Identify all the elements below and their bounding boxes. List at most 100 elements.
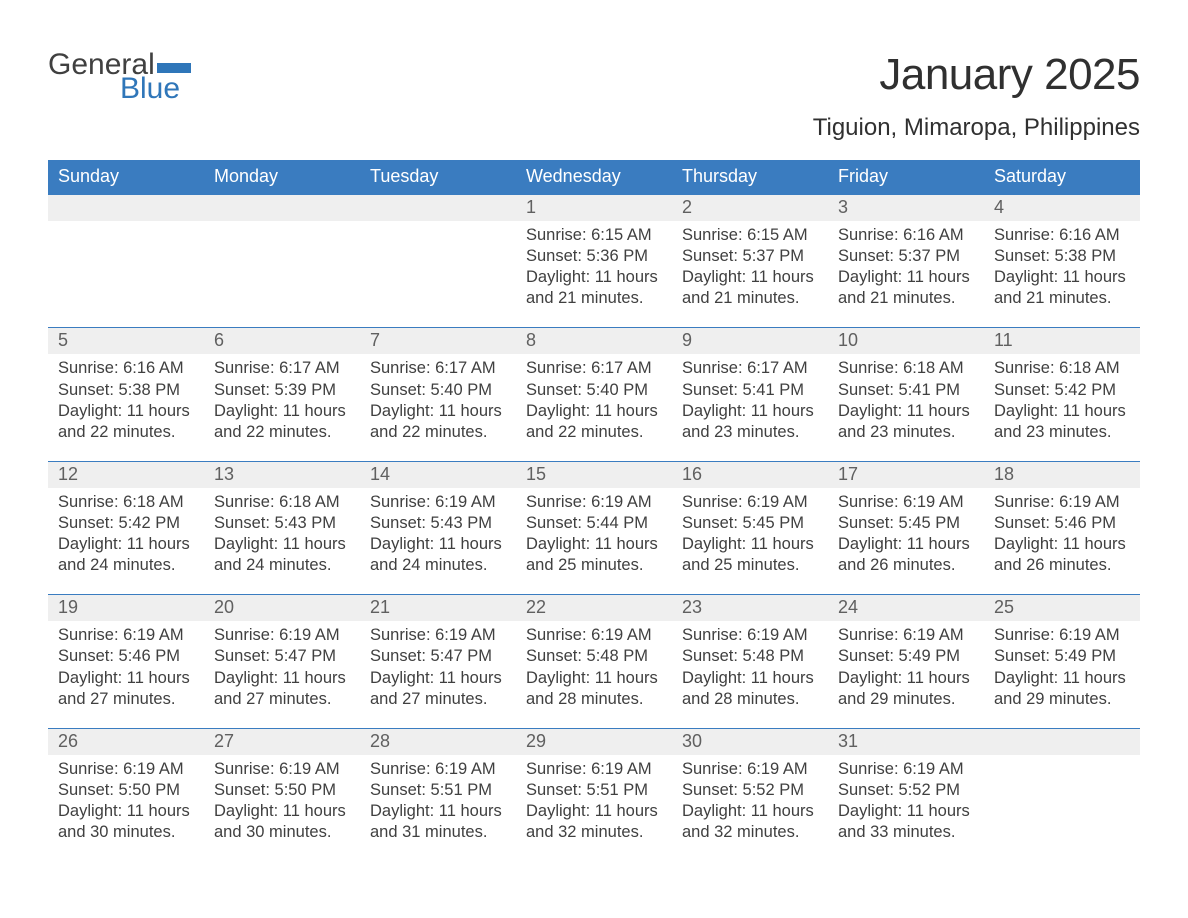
daylight-text: Daylight: 11 hours and 21 minutes.	[526, 267, 662, 309]
week-row: 1Sunrise: 6:15 AMSunset: 5:36 PMDaylight…	[48, 194, 1140, 327]
day-body: Sunrise: 6:19 AMSunset: 5:47 PMDaylight:…	[204, 621, 360, 709]
day-cell: 1Sunrise: 6:15 AMSunset: 5:36 PMDaylight…	[516, 195, 672, 327]
day-number: 10	[828, 328, 984, 354]
day-cell: 15Sunrise: 6:19 AMSunset: 5:44 PMDayligh…	[516, 462, 672, 594]
day-body: Sunrise: 6:17 AMSunset: 5:40 PMDaylight:…	[360, 354, 516, 442]
day-cell: 6Sunrise: 6:17 AMSunset: 5:39 PMDaylight…	[204, 328, 360, 460]
daylight-text: Daylight: 11 hours and 33 minutes.	[838, 801, 974, 843]
sunset-text: Sunset: 5:47 PM	[214, 646, 350, 667]
day-number: 6	[204, 328, 360, 354]
day-number: 12	[48, 462, 204, 488]
day-body: Sunrise: 6:17 AMSunset: 5:41 PMDaylight:…	[672, 354, 828, 442]
day-number: 29	[516, 729, 672, 755]
daylight-text: Daylight: 11 hours and 28 minutes.	[682, 668, 818, 710]
sunset-text: Sunset: 5:38 PM	[58, 380, 194, 401]
sunset-text: Sunset: 5:50 PM	[214, 780, 350, 801]
daylight-text: Daylight: 11 hours and 24 minutes.	[58, 534, 194, 576]
day-cell: 22Sunrise: 6:19 AMSunset: 5:48 PMDayligh…	[516, 595, 672, 727]
sunrise-text: Sunrise: 6:19 AM	[58, 625, 194, 646]
sunrise-text: Sunrise: 6:17 AM	[682, 358, 818, 379]
day-cell: 10Sunrise: 6:18 AMSunset: 5:41 PMDayligh…	[828, 328, 984, 460]
sunrise-text: Sunrise: 6:16 AM	[838, 225, 974, 246]
daylight-text: Daylight: 11 hours and 22 minutes.	[58, 401, 194, 443]
sunset-text: Sunset: 5:40 PM	[526, 380, 662, 401]
day-number: 19	[48, 595, 204, 621]
sunrise-text: Sunrise: 6:17 AM	[526, 358, 662, 379]
day-number: 4	[984, 195, 1140, 221]
day-cell: 17Sunrise: 6:19 AMSunset: 5:45 PMDayligh…	[828, 462, 984, 594]
day-cell: 29Sunrise: 6:19 AMSunset: 5:51 PMDayligh…	[516, 729, 672, 861]
sunrise-text: Sunrise: 6:19 AM	[994, 492, 1130, 513]
day-number: 11	[984, 328, 1140, 354]
daylight-text: Daylight: 11 hours and 21 minutes.	[682, 267, 818, 309]
day-number: 5	[48, 328, 204, 354]
day-body: Sunrise: 6:19 AMSunset: 5:48 PMDaylight:…	[516, 621, 672, 709]
day-body: Sunrise: 6:15 AMSunset: 5:36 PMDaylight:…	[516, 221, 672, 309]
daylight-text: Daylight: 11 hours and 26 minutes.	[994, 534, 1130, 576]
dow-cell: Monday	[204, 160, 360, 194]
daylight-text: Daylight: 11 hours and 24 minutes.	[214, 534, 350, 576]
logo-word-blue: Blue	[120, 74, 191, 104]
daylight-text: Daylight: 11 hours and 29 minutes.	[838, 668, 974, 710]
day-cell: 4Sunrise: 6:16 AMSunset: 5:38 PMDaylight…	[984, 195, 1140, 327]
sunset-text: Sunset: 5:40 PM	[370, 380, 506, 401]
day-number: 2	[672, 195, 828, 221]
sunset-text: Sunset: 5:44 PM	[526, 513, 662, 534]
daylight-text: Daylight: 11 hours and 21 minutes.	[994, 267, 1130, 309]
day-number	[984, 729, 1140, 755]
sunset-text: Sunset: 5:49 PM	[838, 646, 974, 667]
dow-cell: Thursday	[672, 160, 828, 194]
page-header: General Blue January 2025 Tiguion, Mimar…	[48, 50, 1140, 142]
day-cell: 5Sunrise: 6:16 AMSunset: 5:38 PMDaylight…	[48, 328, 204, 460]
day-number: 30	[672, 729, 828, 755]
day-cell: 27Sunrise: 6:19 AMSunset: 5:50 PMDayligh…	[204, 729, 360, 861]
day-number: 17	[828, 462, 984, 488]
daylight-text: Daylight: 11 hours and 32 minutes.	[526, 801, 662, 843]
daylight-text: Daylight: 11 hours and 28 minutes.	[526, 668, 662, 710]
day-number: 8	[516, 328, 672, 354]
daylight-text: Daylight: 11 hours and 27 minutes.	[58, 668, 194, 710]
sunrise-text: Sunrise: 6:19 AM	[994, 625, 1130, 646]
day-cell: 25Sunrise: 6:19 AMSunset: 5:49 PMDayligh…	[984, 595, 1140, 727]
day-number: 13	[204, 462, 360, 488]
sunset-text: Sunset: 5:46 PM	[58, 646, 194, 667]
day-number: 25	[984, 595, 1140, 621]
day-number: 22	[516, 595, 672, 621]
sunset-text: Sunset: 5:37 PM	[682, 246, 818, 267]
day-cell	[204, 195, 360, 327]
day-number: 1	[516, 195, 672, 221]
day-of-week-header: SundayMondayTuesdayWednesdayThursdayFrid…	[48, 160, 1140, 194]
sunrise-text: Sunrise: 6:19 AM	[682, 759, 818, 780]
sunrise-text: Sunrise: 6:18 AM	[994, 358, 1130, 379]
day-cell	[360, 195, 516, 327]
title-block: January 2025 Tiguion, Mimaropa, Philippi…	[813, 50, 1140, 142]
dow-cell: Sunday	[48, 160, 204, 194]
day-number: 14	[360, 462, 516, 488]
sunrise-text: Sunrise: 6:19 AM	[526, 759, 662, 780]
sunrise-text: Sunrise: 6:19 AM	[58, 759, 194, 780]
day-cell: 31Sunrise: 6:19 AMSunset: 5:52 PMDayligh…	[828, 729, 984, 861]
day-cell: 12Sunrise: 6:18 AMSunset: 5:42 PMDayligh…	[48, 462, 204, 594]
day-body: Sunrise: 6:19 AMSunset: 5:52 PMDaylight:…	[828, 755, 984, 843]
sunset-text: Sunset: 5:49 PM	[994, 646, 1130, 667]
daylight-text: Daylight: 11 hours and 22 minutes.	[370, 401, 506, 443]
sunset-text: Sunset: 5:41 PM	[838, 380, 974, 401]
sunrise-text: Sunrise: 6:17 AM	[214, 358, 350, 379]
sunrise-text: Sunrise: 6:19 AM	[682, 492, 818, 513]
daylight-text: Daylight: 11 hours and 24 minutes.	[370, 534, 506, 576]
day-cell	[48, 195, 204, 327]
week-row: 19Sunrise: 6:19 AMSunset: 5:46 PMDayligh…	[48, 594, 1140, 727]
day-number: 24	[828, 595, 984, 621]
day-number	[360, 195, 516, 221]
sunrise-text: Sunrise: 6:19 AM	[526, 625, 662, 646]
sunrise-text: Sunrise: 6:19 AM	[526, 492, 662, 513]
sunrise-text: Sunrise: 6:16 AM	[994, 225, 1130, 246]
sunset-text: Sunset: 5:48 PM	[682, 646, 818, 667]
day-number: 3	[828, 195, 984, 221]
day-cell: 3Sunrise: 6:16 AMSunset: 5:37 PMDaylight…	[828, 195, 984, 327]
sunrise-text: Sunrise: 6:19 AM	[838, 759, 974, 780]
day-body: Sunrise: 6:18 AMSunset: 5:41 PMDaylight:…	[828, 354, 984, 442]
daylight-text: Daylight: 11 hours and 27 minutes.	[370, 668, 506, 710]
month-title: January 2025	[813, 50, 1140, 100]
dow-cell: Saturday	[984, 160, 1140, 194]
